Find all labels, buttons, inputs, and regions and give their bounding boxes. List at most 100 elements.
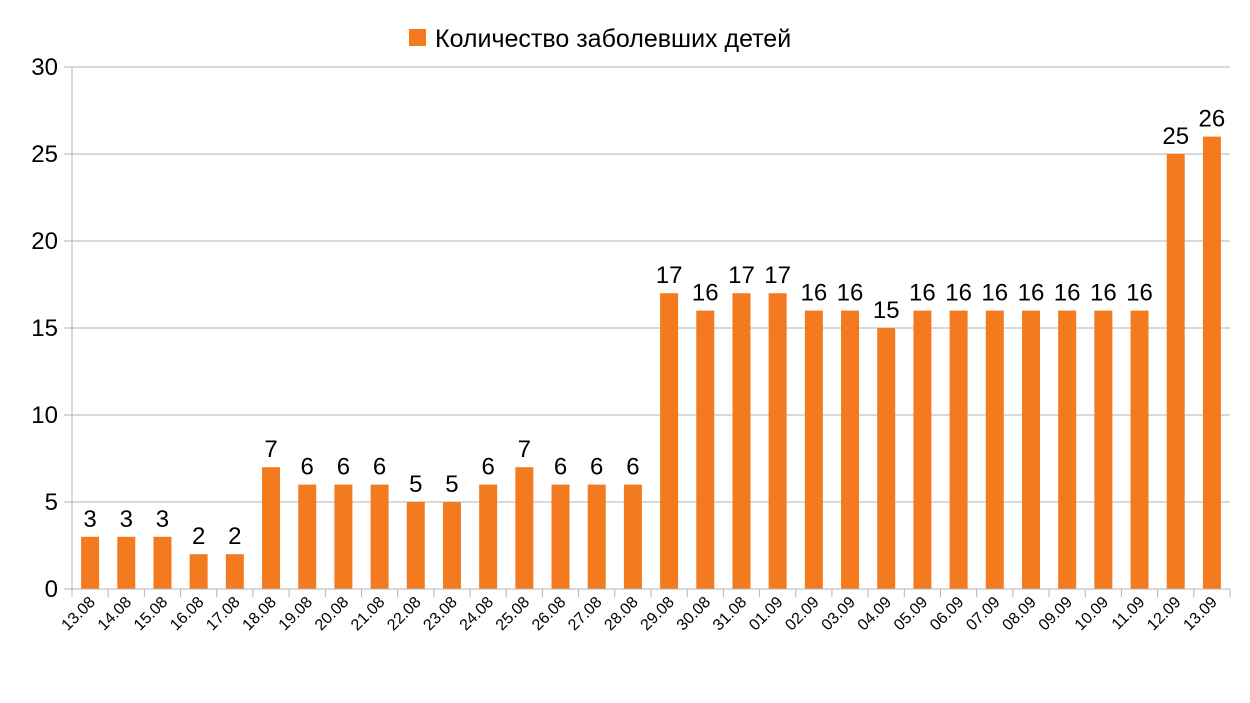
x-tick-label: 08.09 <box>999 594 1039 634</box>
y-axis: 0 5 10 15 20 25 30 <box>31 54 73 603</box>
x-tick-label: 13.08 <box>59 594 99 634</box>
bar <box>696 310 715 589</box>
bar <box>81 536 100 589</box>
x-tick-label: 14.08 <box>95 594 135 634</box>
bar <box>406 502 425 589</box>
y-tick-label: 25 <box>31 141 58 168</box>
data-label: 25 <box>1162 123 1189 150</box>
y-tick-label: 20 <box>31 228 58 255</box>
y-tick-label: 5 <box>45 489 58 516</box>
x-tick-label: 18.08 <box>240 594 280 634</box>
data-label: 6 <box>626 454 639 481</box>
x-tick-label: 06.09 <box>927 594 967 634</box>
gridlines <box>64 66 1230 590</box>
x-tick-label: 15.08 <box>131 594 171 634</box>
data-label: 5 <box>409 471 422 498</box>
x-tick-label: 21.08 <box>348 594 388 634</box>
x-tick-label: 23.08 <box>420 594 460 634</box>
data-label: 6 <box>373 454 386 481</box>
x-tick-label: 22.08 <box>384 594 424 634</box>
data-label: 16 <box>1054 280 1081 307</box>
data-label: 16 <box>981 280 1008 307</box>
bar <box>1202 136 1221 589</box>
data-label: 17 <box>764 262 791 289</box>
legend-label: Количество заболевших детей <box>435 25 791 53</box>
bar <box>768 293 787 589</box>
x-tick-label: 19.08 <box>276 594 316 634</box>
x-tick-label: 17.08 <box>203 594 243 634</box>
bar <box>985 310 1004 589</box>
legend-swatch <box>409 29 426 46</box>
x-tick-label: 16.08 <box>167 594 207 634</box>
x-axis: 13.0814.0815.0816.0817.0818.0819.0820.08… <box>59 588 1231 634</box>
y-tick-label: 15 <box>31 315 58 342</box>
data-label: 2 <box>192 523 205 550</box>
x-tick-label: 28.08 <box>601 594 641 634</box>
data-label: 6 <box>301 454 314 481</box>
legend: Количество заболевших детей <box>409 25 791 53</box>
data-label: 17 <box>728 262 755 289</box>
x-tick-label: 12.09 <box>1144 594 1184 634</box>
bar <box>587 484 606 589</box>
x-tick-label: 02.09 <box>782 594 822 634</box>
bar <box>1021 310 1040 589</box>
y-tick-label: 10 <box>31 402 58 429</box>
x-tick-label: 10.09 <box>1072 594 1112 634</box>
bar <box>298 484 317 589</box>
data-label: 16 <box>800 280 827 307</box>
y-tick-label: 0 <box>45 576 58 603</box>
bar <box>913 310 932 589</box>
bar <box>804 310 823 589</box>
x-tick-label: 24.08 <box>457 594 497 634</box>
x-tick-label: 09.09 <box>1036 594 1076 634</box>
bar <box>1166 154 1185 589</box>
x-tick-label: 29.08 <box>638 594 678 634</box>
data-label: 16 <box>945 280 972 307</box>
x-tick-label: 30.08 <box>674 594 714 634</box>
data-label: 17 <box>656 262 683 289</box>
bar <box>153 536 172 589</box>
bar <box>117 536 136 589</box>
bar <box>225 554 244 589</box>
bar <box>949 310 968 589</box>
data-label: 16 <box>909 280 936 307</box>
x-tick-label: 04.09 <box>855 594 895 634</box>
x-tick-label: 07.09 <box>963 594 1003 634</box>
bar <box>660 293 679 589</box>
bar <box>841 310 860 589</box>
bar <box>551 484 570 589</box>
bar <box>1130 310 1149 589</box>
x-tick-label: 20.08 <box>312 594 352 634</box>
bar <box>732 293 751 589</box>
data-label: 16 <box>692 280 719 307</box>
bar <box>262 467 281 589</box>
data-label: 2 <box>228 523 241 550</box>
bar <box>1058 310 1077 589</box>
bars <box>81 136 1221 589</box>
x-tick-label: 26.08 <box>529 594 569 634</box>
data-label: 7 <box>264 436 277 463</box>
bar <box>877 328 896 589</box>
data-label: 16 <box>1018 280 1045 307</box>
x-tick-label: 27.08 <box>565 594 605 634</box>
y-tick-label: 30 <box>31 54 58 81</box>
data-label: 6 <box>590 454 603 481</box>
data-label: 26 <box>1199 106 1226 133</box>
x-tick-label: 05.09 <box>891 594 931 634</box>
bar <box>515 467 534 589</box>
x-tick-label: 13.09 <box>1180 594 1220 634</box>
x-tick-label: 31.08 <box>710 594 750 634</box>
data-label: 6 <box>554 454 567 481</box>
data-label: 15 <box>873 297 900 324</box>
x-tick-label: 03.09 <box>819 594 859 634</box>
bar <box>442 502 461 589</box>
data-label: 16 <box>1126 280 1153 307</box>
bar <box>334 484 353 589</box>
data-label: 3 <box>83 506 96 533</box>
x-tick-label: 01.09 <box>746 594 786 634</box>
data-label: 6 <box>337 454 350 481</box>
data-label: 3 <box>156 506 169 533</box>
bar <box>479 484 498 589</box>
